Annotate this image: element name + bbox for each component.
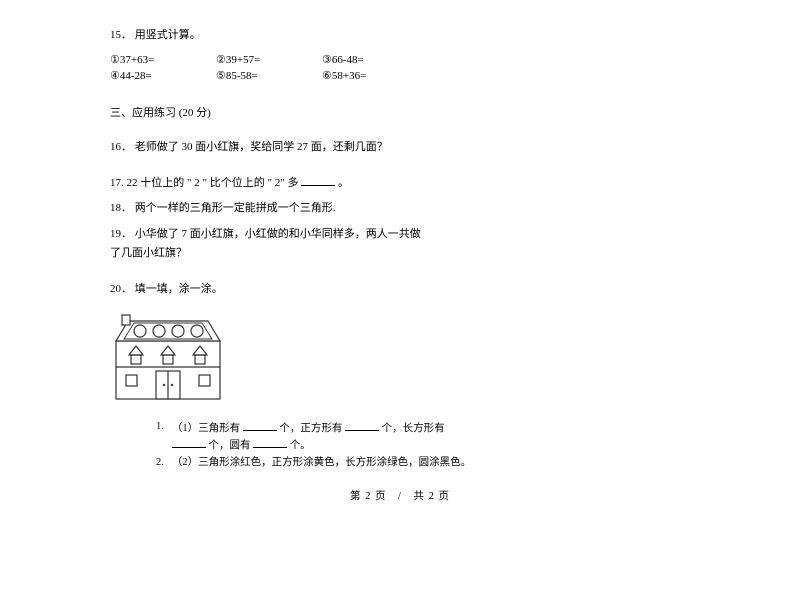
q17: 17. 22 十位上的 " 2 " 比个位上的 " 2" 多 。 bbox=[110, 175, 690, 191]
q18: 18． 两个一样的三角形一定能拼成一个三角形. bbox=[110, 201, 690, 216]
q18-text: 两个一样的三角形一定能拼成一个三角形. bbox=[135, 202, 336, 214]
q18-num: 18． bbox=[110, 202, 132, 214]
eq-1: ①37+63= bbox=[110, 53, 216, 68]
sub-2-text: （2）三角形涂红色，正方形涂黄色，长方形涂绿色，圆涂黑色。 bbox=[172, 456, 471, 471]
q17-pre: 22 十位上的 " 2 " 比个位上的 " 2" 多 bbox=[127, 177, 299, 189]
q16-text: 老师做了 30 面小红旗，奖给同学 27 面，还剩几面？ bbox=[135, 141, 388, 153]
sub-1e: 个。 bbox=[290, 440, 311, 451]
eq-3: ③66-48= bbox=[322, 53, 428, 68]
sub-1-num: 1. bbox=[156, 420, 164, 453]
section-3-title: 三、应用练习 (20 分) bbox=[110, 106, 690, 121]
eq-2: ②39+57= bbox=[216, 53, 322, 68]
eq-6: ⑥58+36= bbox=[322, 69, 428, 84]
q19-line1-row: 19． 小华做了 7 面小红旗，小红做的和小华同样多，两人一共做 bbox=[110, 227, 690, 242]
sub-1-blank2 bbox=[345, 420, 379, 431]
q19-num: 19． bbox=[110, 228, 132, 240]
q20-text: 填一填，涂一涂。 bbox=[135, 283, 223, 295]
sub-1: 1. （1）三角形有 个，正方形有 个，长方形有 个，圆有 个。 bbox=[156, 420, 690, 453]
sub-1-blank4 bbox=[253, 437, 287, 448]
sub-2-num: 2. bbox=[156, 456, 164, 471]
house-figure bbox=[110, 311, 690, 410]
eq-4: ④44-28= bbox=[110, 69, 216, 84]
q17-blank bbox=[301, 175, 335, 186]
q15-num: 15． bbox=[110, 29, 132, 41]
page-footer: 第 2 页 / 共 2 页 bbox=[110, 490, 690, 505]
q16-num: 16． bbox=[110, 141, 132, 153]
q15-row2: ④44-28= ⑤85-58= ⑥58+36= bbox=[110, 69, 690, 84]
q15-title: 用竖式计算。 bbox=[135, 29, 201, 41]
q15-row1: ①37+63= ②39+57= ③66-48= bbox=[110, 53, 690, 68]
q19-line2: 了几面小红旗？ bbox=[110, 246, 690, 261]
document-page: 15． 用竖式计算。 ①37+63= ②39+57= ③66-48= ④44-2… bbox=[0, 0, 800, 505]
q17-num: 17. bbox=[110, 177, 124, 189]
sub-questions: 1. （1）三角形有 个，正方形有 个，长方形有 个，圆有 个。 2. （2）三… bbox=[110, 420, 690, 470]
q20-num: 20． bbox=[110, 283, 132, 295]
q17-post: 。 bbox=[338, 177, 349, 189]
q19-line1: 小华做了 7 面小红旗，小红做的和小华同样多，两人一共做 bbox=[135, 228, 421, 240]
q20: 20． 填一填，涂一涂。 bbox=[110, 282, 690, 297]
sub-1d: 个，圆有 bbox=[209, 440, 251, 451]
house-icon bbox=[110, 311, 226, 405]
q16: 16． 老师做了 30 面小红旗，奖给同学 27 面，还剩几面？ bbox=[110, 140, 690, 155]
sub-1-blank3 bbox=[172, 437, 206, 448]
sub-1-blank1 bbox=[243, 420, 277, 431]
eq-5: ⑤85-58= bbox=[216, 69, 322, 84]
sub-1c: 个，长方形有 bbox=[382, 423, 445, 434]
sub-1b: 个，正方形有 bbox=[279, 423, 342, 434]
q15-header: 15． 用竖式计算。 bbox=[110, 28, 690, 43]
sub-1a: （1）三角形有 bbox=[172, 423, 240, 434]
sub-2: 2. （2）三角形涂红色，正方形涂黄色，长方形涂绿色，圆涂黑色。 bbox=[156, 456, 690, 471]
sub-1-body: （1）三角形有 个，正方形有 个，长方形有 个，圆有 个。 bbox=[172, 420, 445, 453]
q19: 19． 小华做了 7 面小红旗，小红做的和小华同样多，两人一共做 了几面小红旗？ bbox=[110, 227, 690, 262]
